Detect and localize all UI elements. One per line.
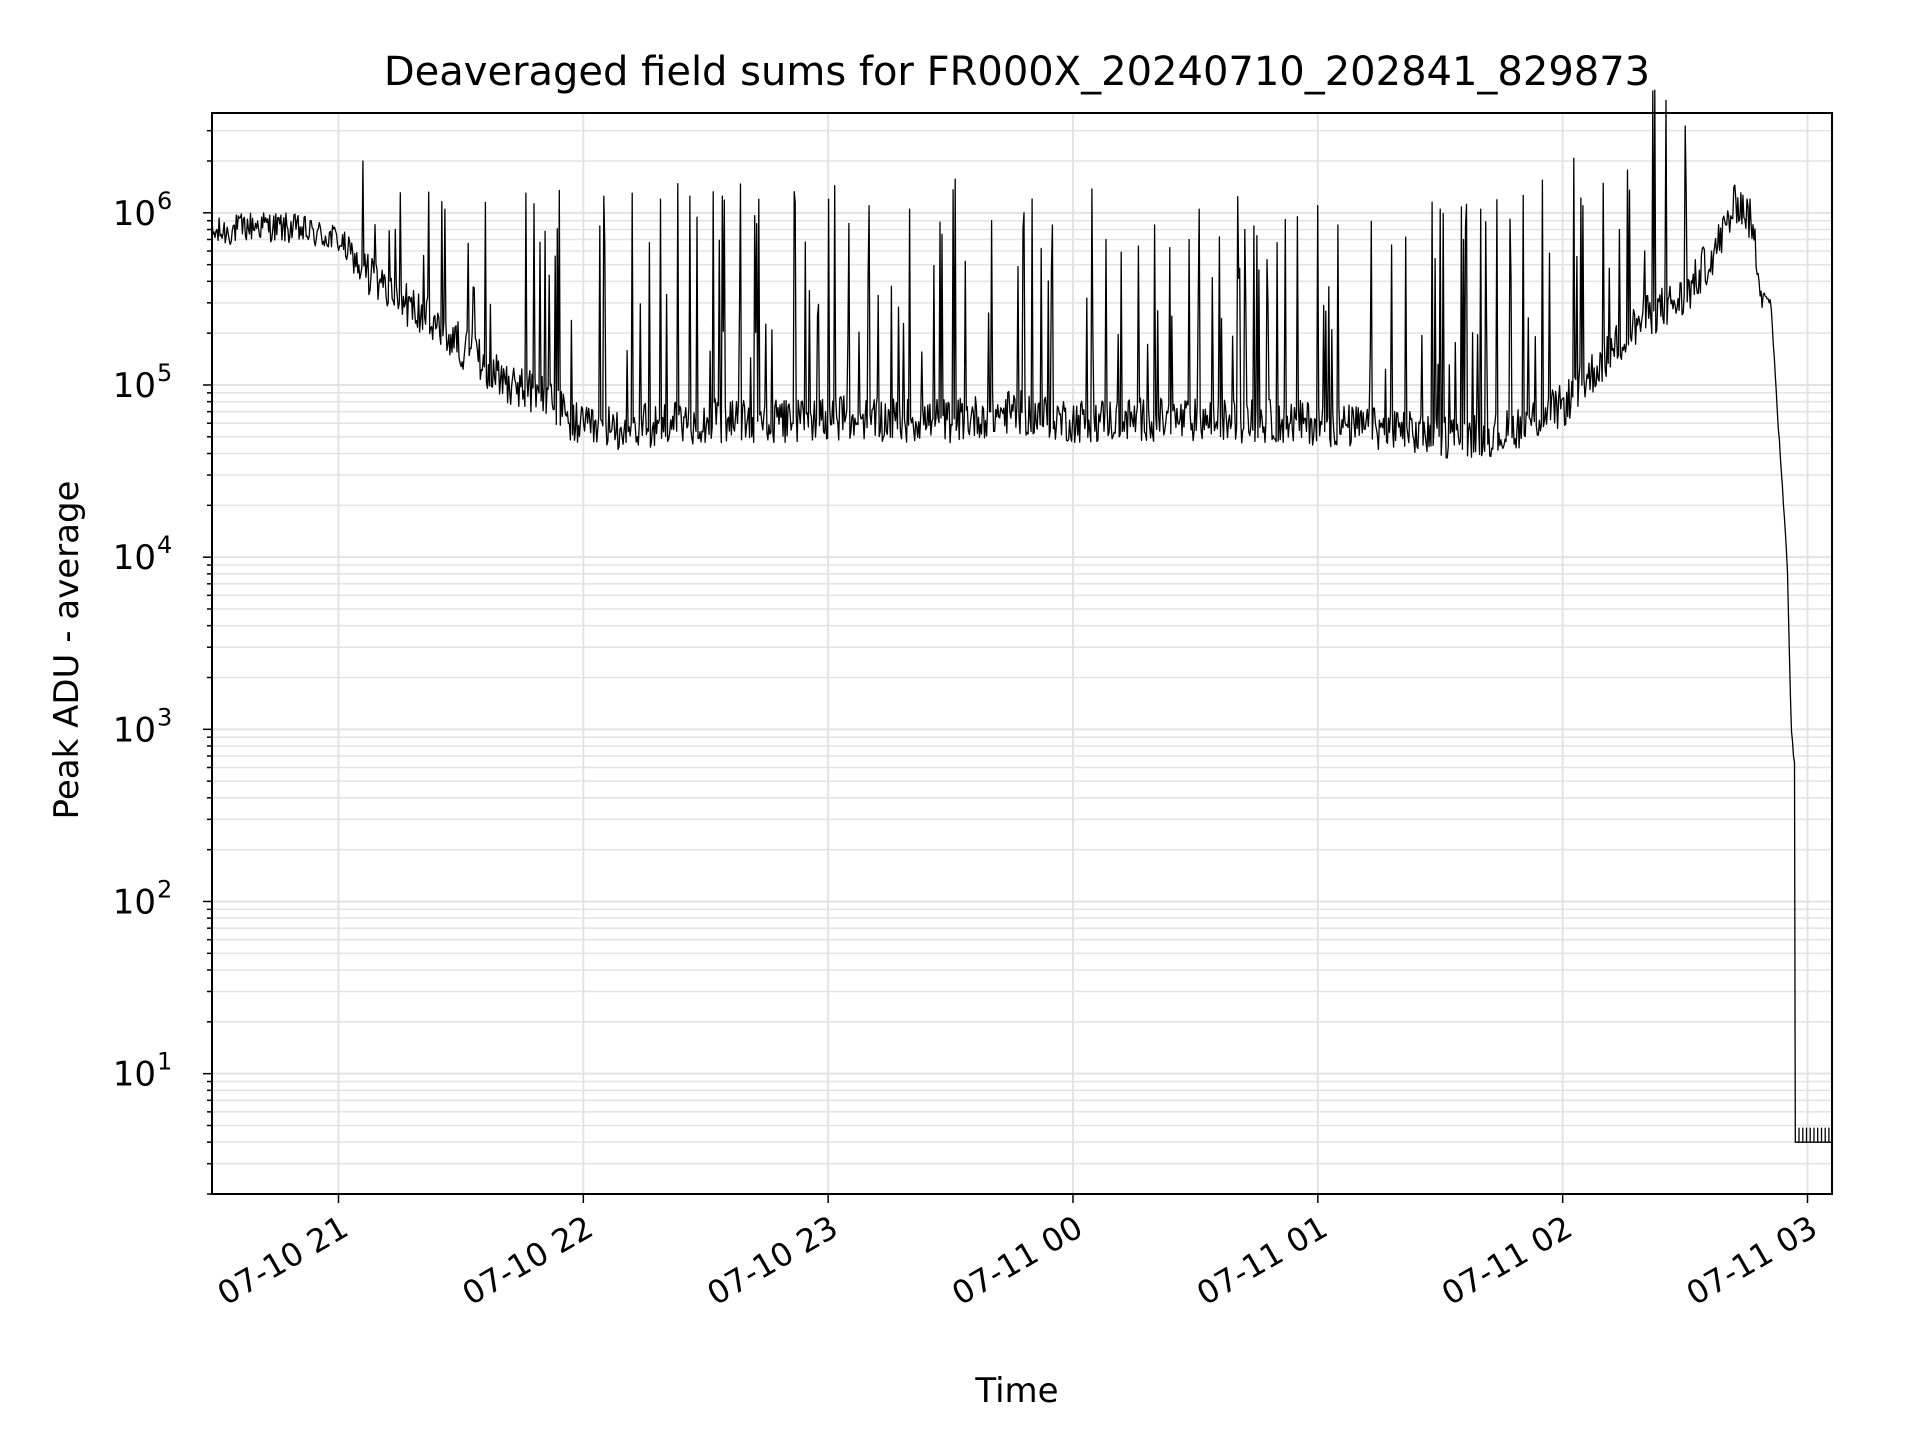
y-tick-label: 10	[113, 538, 156, 578]
y-tick-exponent: 2	[157, 875, 172, 903]
series-line	[211, 89, 1832, 1143]
plot-frame	[211, 112, 1833, 1195]
y-tick-exponent: 3	[157, 703, 172, 731]
y-tick-label: 10	[113, 366, 156, 406]
y-tick-exponent: 4	[157, 531, 172, 559]
data-layer	[211, 89, 1832, 1143]
y-tick-label: 10	[113, 882, 156, 922]
y-tick-label: 10	[113, 194, 156, 234]
y-tick-exponent: 1	[157, 1048, 172, 1076]
y-tick-exponent: 5	[157, 359, 172, 387]
chart-title: Deaveraged field sums for FR000X_2024071…	[384, 49, 1650, 95]
y-tick-label: 10	[113, 710, 156, 750]
y-axis-label: Peak ADU - average	[47, 481, 87, 820]
y-tick-label: 10	[113, 1055, 156, 1095]
x-axis-label: Time	[974, 1371, 1058, 1411]
y-tick-exponent: 6	[157, 187, 172, 215]
